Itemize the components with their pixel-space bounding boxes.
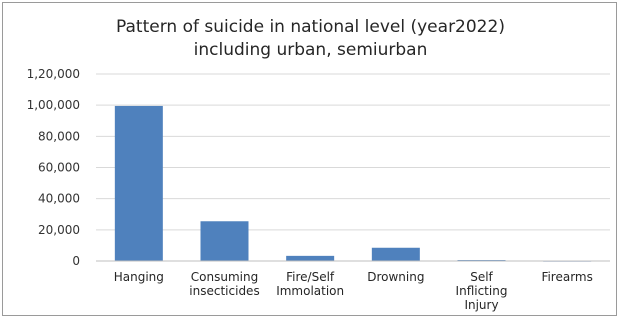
- bar: [114, 105, 163, 261]
- x-tick-label-line: Injury: [464, 298, 498, 312]
- chart-title: Pattern of suicide in national level (ye…: [0, 16, 621, 62]
- bar: [200, 221, 249, 261]
- y-tick-label: 1,20,000: [27, 67, 80, 81]
- bars: [114, 105, 592, 262]
- y-tick-label: 0: [72, 254, 80, 268]
- x-tick-label-line: insecticides: [189, 284, 259, 298]
- x-tick-label: Hanging: [114, 270, 164, 284]
- y-tick-label: 60,000: [38, 161, 80, 175]
- x-tick-label-line: Inflicting: [456, 284, 508, 298]
- x-tick-label-line: Hanging: [114, 270, 164, 284]
- chart-title-line-2: including urban, semiurban: [193, 40, 428, 60]
- y-tick-label: 80,000: [38, 129, 80, 143]
- y-tick-label: 20,000: [38, 223, 80, 237]
- x-tick-label-line: Self: [470, 270, 493, 284]
- y-axis-ticks: 0 20,000 40,000 60,000 80,000 1,00,000 1,20,00…: [27, 67, 80, 268]
- gridlines: [96, 73, 610, 231]
- x-tick-label-line: Firearms: [541, 270, 592, 284]
- y-tick-label: 40,000: [38, 192, 80, 206]
- x-tick-label-line: Fire/Self: [286, 270, 335, 284]
- x-tick-label-line: Immolation: [276, 284, 344, 298]
- x-tick-label: Firearms: [541, 270, 592, 284]
- x-tick-label: Drowning: [367, 270, 424, 284]
- x-tick-label-line: Consuming: [191, 270, 258, 284]
- x-tick-label-line: Drowning: [367, 270, 424, 284]
- bar: [371, 247, 420, 261]
- bar: [286, 255, 335, 261]
- y-tick-label: 1,00,000: [27, 98, 80, 112]
- chart-title-line-1: Pattern of suicide in national level (ye…: [116, 17, 505, 37]
- chart-frame: [2, 2, 617, 316]
